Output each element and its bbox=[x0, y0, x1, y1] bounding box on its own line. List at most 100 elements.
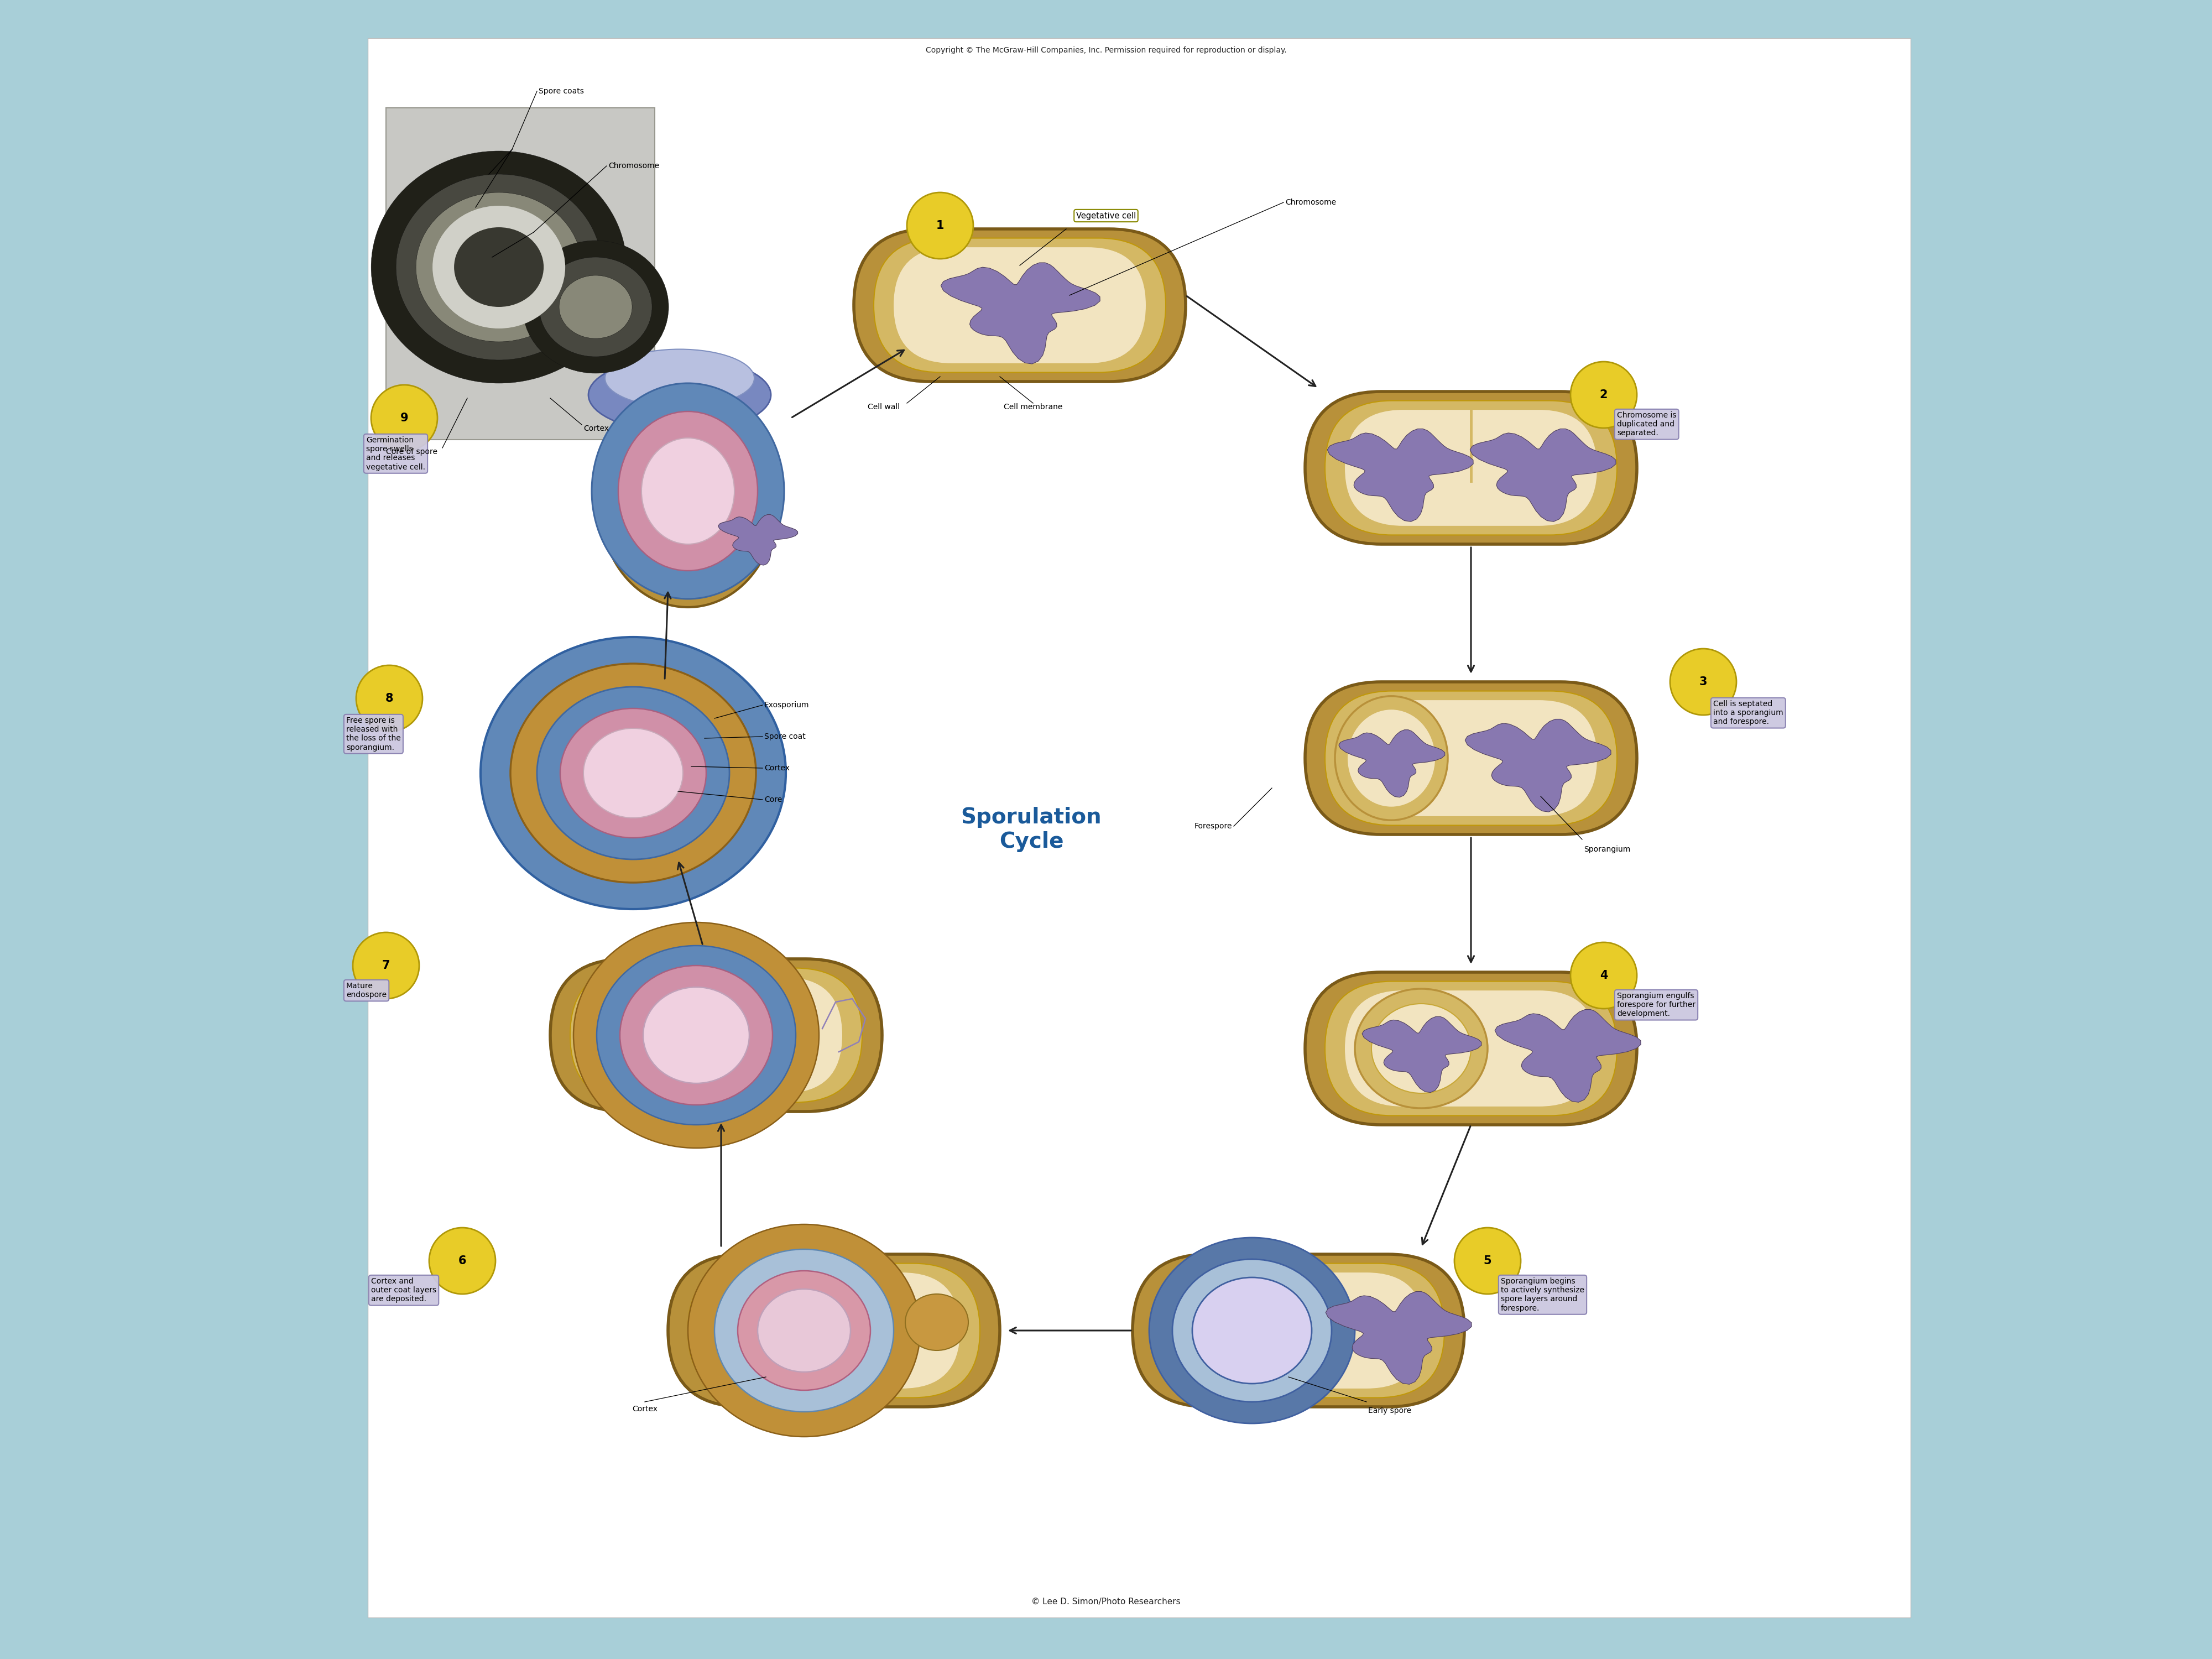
Ellipse shape bbox=[1192, 1277, 1312, 1384]
Ellipse shape bbox=[560, 275, 633, 338]
Text: Germination
spore swells
and releases
vegetative cell.: Germination spore swells and releases ve… bbox=[367, 436, 425, 471]
Text: Chromosome: Chromosome bbox=[608, 163, 659, 169]
Text: Cortex and
outer coat layers
are deposited.: Cortex and outer coat layers are deposit… bbox=[372, 1277, 436, 1302]
Polygon shape bbox=[1464, 718, 1610, 811]
Ellipse shape bbox=[1354, 989, 1486, 1108]
FancyBboxPatch shape bbox=[1152, 1264, 1444, 1397]
Text: 3: 3 bbox=[1699, 677, 1708, 687]
Ellipse shape bbox=[757, 1289, 849, 1372]
Text: 8: 8 bbox=[385, 693, 394, 703]
Ellipse shape bbox=[522, 241, 668, 373]
FancyBboxPatch shape bbox=[1345, 990, 1597, 1107]
Ellipse shape bbox=[619, 411, 757, 571]
Ellipse shape bbox=[560, 708, 706, 838]
Circle shape bbox=[372, 385, 438, 451]
Ellipse shape bbox=[434, 206, 566, 328]
Circle shape bbox=[429, 1228, 495, 1294]
FancyBboxPatch shape bbox=[1305, 682, 1637, 834]
Ellipse shape bbox=[593, 383, 783, 599]
Text: © Lee D. Simon/Photo Researchers: © Lee D. Simon/Photo Researchers bbox=[1031, 1598, 1181, 1606]
Ellipse shape bbox=[1172, 1259, 1332, 1402]
Ellipse shape bbox=[372, 151, 626, 383]
Circle shape bbox=[1455, 1228, 1522, 1294]
Ellipse shape bbox=[905, 1294, 969, 1350]
Ellipse shape bbox=[714, 1249, 894, 1412]
Polygon shape bbox=[1325, 1291, 1471, 1384]
FancyBboxPatch shape bbox=[387, 108, 655, 440]
Polygon shape bbox=[1338, 730, 1444, 798]
FancyBboxPatch shape bbox=[1325, 692, 1617, 825]
Ellipse shape bbox=[511, 664, 757, 883]
FancyBboxPatch shape bbox=[874, 239, 1166, 372]
Ellipse shape bbox=[1347, 710, 1436, 806]
Ellipse shape bbox=[619, 966, 772, 1105]
Circle shape bbox=[354, 932, 420, 999]
Text: Cell membrane: Cell membrane bbox=[1004, 403, 1062, 411]
Ellipse shape bbox=[462, 234, 535, 300]
Ellipse shape bbox=[588, 358, 772, 433]
Ellipse shape bbox=[584, 728, 684, 818]
FancyBboxPatch shape bbox=[708, 1272, 960, 1389]
Text: 5: 5 bbox=[1484, 1256, 1491, 1266]
FancyBboxPatch shape bbox=[1325, 982, 1617, 1115]
Text: Cortex: Cortex bbox=[584, 425, 608, 433]
Text: Copyright © The McGraw-Hill Companies, Inc. Permission required for reproduction: Copyright © The McGraw-Hill Companies, I… bbox=[925, 46, 1287, 55]
Polygon shape bbox=[1471, 428, 1617, 521]
Text: Exosporium: Exosporium bbox=[765, 702, 810, 708]
Text: Cortex: Cortex bbox=[633, 1405, 657, 1413]
Text: 4: 4 bbox=[1599, 971, 1608, 980]
Circle shape bbox=[1571, 942, 1637, 1009]
Circle shape bbox=[356, 665, 422, 732]
Text: Core of spore: Core of spore bbox=[387, 448, 438, 456]
Text: 2: 2 bbox=[1599, 390, 1608, 400]
Circle shape bbox=[907, 192, 973, 259]
Text: 7: 7 bbox=[383, 961, 389, 971]
Ellipse shape bbox=[1150, 1238, 1354, 1423]
Text: Cell is septated
into a sporangium
and forespore.: Cell is septated into a sporangium and f… bbox=[1712, 700, 1783, 725]
Circle shape bbox=[1670, 649, 1736, 715]
FancyBboxPatch shape bbox=[1172, 1272, 1425, 1389]
Polygon shape bbox=[940, 262, 1099, 363]
Ellipse shape bbox=[641, 438, 734, 544]
Text: Sporangium engulfs
forespore for further
development.: Sporangium engulfs forespore for further… bbox=[1617, 992, 1697, 1017]
Text: Core: Core bbox=[765, 796, 783, 803]
Polygon shape bbox=[719, 514, 799, 566]
FancyBboxPatch shape bbox=[668, 1254, 1000, 1407]
Ellipse shape bbox=[602, 408, 774, 607]
Text: 6: 6 bbox=[458, 1256, 467, 1266]
Text: 9: 9 bbox=[400, 413, 409, 423]
FancyBboxPatch shape bbox=[551, 959, 883, 1112]
Ellipse shape bbox=[440, 214, 557, 320]
FancyBboxPatch shape bbox=[1345, 410, 1597, 526]
Ellipse shape bbox=[538, 687, 730, 859]
Text: Free spore is
released with
the loss of the
sporangium.: Free spore is released with the loss of … bbox=[345, 717, 400, 752]
Text: Vegetative cell: Vegetative cell bbox=[1075, 212, 1137, 221]
Text: Chromosome: Chromosome bbox=[1285, 199, 1336, 206]
Text: Cortex: Cortex bbox=[765, 765, 790, 771]
Text: Spore coat: Spore coat bbox=[765, 733, 805, 740]
Polygon shape bbox=[1495, 1009, 1641, 1102]
Ellipse shape bbox=[453, 227, 544, 307]
Ellipse shape bbox=[1336, 697, 1447, 820]
FancyBboxPatch shape bbox=[1305, 972, 1637, 1125]
Ellipse shape bbox=[480, 637, 785, 909]
Text: 1: 1 bbox=[936, 221, 945, 231]
FancyBboxPatch shape bbox=[591, 977, 843, 1093]
FancyBboxPatch shape bbox=[646, 428, 697, 602]
FancyBboxPatch shape bbox=[1325, 401, 1617, 534]
FancyBboxPatch shape bbox=[367, 38, 1911, 1618]
Text: Cell wall: Cell wall bbox=[867, 403, 900, 411]
Text: Mature
endospore: Mature endospore bbox=[345, 982, 387, 999]
Ellipse shape bbox=[416, 192, 582, 342]
Text: Sporangium: Sporangium bbox=[1584, 846, 1630, 853]
Ellipse shape bbox=[597, 946, 796, 1125]
Ellipse shape bbox=[739, 1271, 872, 1390]
Ellipse shape bbox=[606, 350, 754, 408]
FancyBboxPatch shape bbox=[894, 247, 1146, 363]
FancyBboxPatch shape bbox=[688, 1264, 980, 1397]
Ellipse shape bbox=[396, 174, 602, 360]
Ellipse shape bbox=[573, 922, 818, 1148]
Text: Forespore: Forespore bbox=[1194, 823, 1232, 830]
Polygon shape bbox=[1363, 1017, 1482, 1093]
FancyBboxPatch shape bbox=[1345, 700, 1597, 816]
